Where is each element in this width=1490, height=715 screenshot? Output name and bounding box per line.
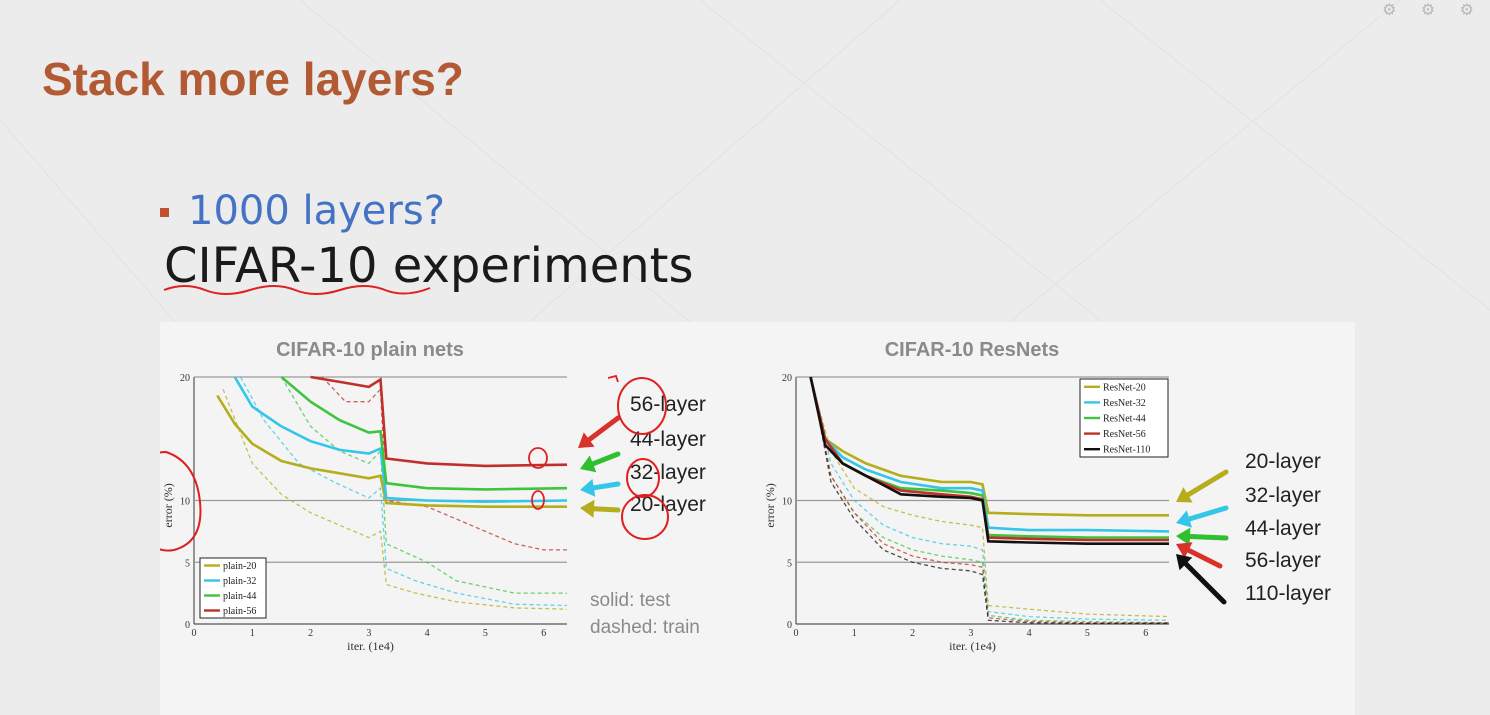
chart0-x-tick-label: 6 (541, 628, 546, 639)
chart0-x-tick-label: 2 (308, 628, 313, 639)
annotation-circle-curve-56 (528, 447, 548, 469)
chart1-y-axis-label: error (%) (763, 483, 777, 527)
slide-title: Stack more layers? (42, 53, 464, 105)
chart0-x-tick-label: 0 (192, 628, 197, 639)
chart1-arrow-label: 56-layer (1245, 549, 1321, 572)
chart0-x-axis-label: iter. (1e4) (347, 639, 394, 653)
chart0-series-test-plain-56 (310, 375, 568, 468)
chart1-x-tick-label: 5 (1085, 628, 1090, 639)
chart0-series-test-plain-32 (233, 376, 568, 504)
annotation-tick-mark (607, 374, 619, 383)
arrow-res-44-layer-head (1176, 527, 1191, 546)
annotation-circle-ylabel (160, 450, 202, 552)
chart1-arrow-label: 20-layer (1245, 450, 1321, 473)
chart1-x-tick-label: 2 (910, 628, 915, 639)
chart0-arrow-label: 32-layer (630, 461, 706, 484)
chart0-series-test-plain-20 (216, 394, 567, 508)
chart1-y-tick-label: 20 (782, 373, 792, 384)
arrow-res-20-layer-head (1176, 487, 1193, 503)
arrow-res-56-layer-head (1176, 542, 1193, 559)
chart1-y-tick-label: 0 (787, 620, 792, 631)
subtitle-red-underline (163, 285, 431, 295)
chart1-series-train-ResNet-110 (812, 389, 1169, 625)
chart1-legend-label: ResNet-110 (1103, 445, 1150, 456)
arrow-32-layer (591, 481, 621, 491)
chart0-y-tick-label: 0 (185, 620, 190, 631)
arrow-44-layer-head (580, 455, 597, 473)
bullet-marker (160, 208, 169, 217)
chart-note: dashed: train (590, 617, 700, 638)
chart1-x-tick-label: 4 (1027, 628, 1032, 639)
chart0-series-train-plain-20 (222, 389, 568, 610)
chart1-legend-label: ResNet-44 (1103, 414, 1146, 425)
chart1-y-tick-label: 5 (787, 558, 792, 569)
arrow-44-layer (590, 451, 621, 467)
chart0-arrow-label: 56-layer (630, 393, 706, 416)
chart0-legend-label: plain-20 (223, 561, 256, 572)
system-icons: ⚙ ⚙ ⚙ (1382, 2, 1484, 19)
chart0-legend-box (199, 557, 267, 619)
chart1-series-train-ResNet-32 (812, 389, 1170, 621)
slide-subtitle: CIFAR-10 experiments (164, 238, 694, 294)
arrow-res-20-layer (1185, 469, 1229, 498)
chart0-x-tick-label: 5 (483, 628, 488, 639)
arrow-20-layer (591, 506, 621, 513)
annotation-circle-20 (621, 494, 669, 540)
chart1-legend-label: ResNet-20 (1103, 382, 1146, 393)
chart1-series-train-ResNet-44 (812, 389, 1170, 624)
arrow-res-110-layer-head (1176, 554, 1193, 571)
chart0-legend-label: plain-56 (223, 606, 256, 617)
chart0-legend-label: plain-44 (223, 591, 256, 602)
chart1-series-test-ResNet-20 (809, 376, 1169, 517)
chart1-x-tick-label: 6 (1143, 628, 1148, 639)
figure-panel: CIFAR-10 plain nets 0 5 10 20 0 1 2 3 4 5 6 iter. (1… (160, 322, 1355, 715)
chart0-x-tick-label: 4 (425, 628, 430, 639)
chart0-y-tick-label: 20 (180, 373, 190, 384)
arrow-res-44-layer (1187, 534, 1229, 541)
chart-note: solid: test (590, 590, 671, 611)
arrow-56-layer-head (578, 432, 595, 448)
chart0-series-train-plain-44 (280, 376, 567, 594)
chart0-y-tick-label: 10 (180, 497, 190, 508)
chart1-y-tick-label: 10 (782, 497, 792, 508)
chart0-x-tick-label: 3 (366, 628, 371, 639)
chart0-legend-label: plain-32 (223, 576, 256, 587)
annotation-circle-curve-32 (531, 490, 545, 510)
chart0-arrow-label: 20-layer (630, 493, 706, 516)
arrow-20-layer-head (580, 499, 595, 518)
bullet-text: 1000 layers? (188, 188, 445, 234)
chart1-series-test-ResNet-110 (809, 376, 1169, 545)
chart1-title: CIFAR-10 ResNets (885, 339, 1060, 361)
chart1-arrow-label: 32-layer (1245, 484, 1321, 507)
chart1-legend-label: ResNet-32 (1103, 398, 1146, 409)
arrow-56-layer (586, 415, 621, 443)
arrow-res-32-layer-head (1176, 510, 1192, 528)
chart1-series-train-ResNet-20 (812, 389, 1170, 618)
arrow-res-110-layer (1183, 561, 1227, 605)
chart0-series-test-plain-44 (280, 376, 568, 491)
arrow-res-32-layer (1186, 505, 1229, 522)
annotation-circle-56 (617, 377, 667, 435)
arrow-32-layer-head (580, 478, 596, 497)
chart1-arrow-label: 110-layer (1245, 582, 1331, 605)
chart1-series-train-ResNet-56 (812, 389, 1169, 624)
chart1-x-tick-label: 0 (794, 628, 799, 639)
chart1-arrow-label: 44-layer (1245, 517, 1321, 540)
chart1-x-axis-label: iter. (1e4) (949, 639, 996, 653)
arrow-res-56-layer (1186, 547, 1223, 569)
chart0-title: CIFAR-10 plain nets (276, 339, 464, 361)
chart1-x-tick-label: 1 (852, 628, 857, 639)
chart1-legend-box (1079, 378, 1169, 458)
chart0-arrow-label: 44-layer (630, 428, 706, 451)
chart1-series-test-ResNet-32 (809, 376, 1170, 533)
chart1-legend-label: ResNet-56 (1103, 429, 1146, 440)
chart0-series-train-plain-32 (240, 376, 568, 607)
annotation-circle-32 (626, 458, 660, 498)
chart0-y-axis-label: error (%) (161, 483, 175, 527)
chart1-x-tick-label: 3 (968, 628, 973, 639)
chart0-y-tick-label: 5 (185, 558, 190, 569)
chart0-x-tick-label: 1 (250, 628, 255, 639)
